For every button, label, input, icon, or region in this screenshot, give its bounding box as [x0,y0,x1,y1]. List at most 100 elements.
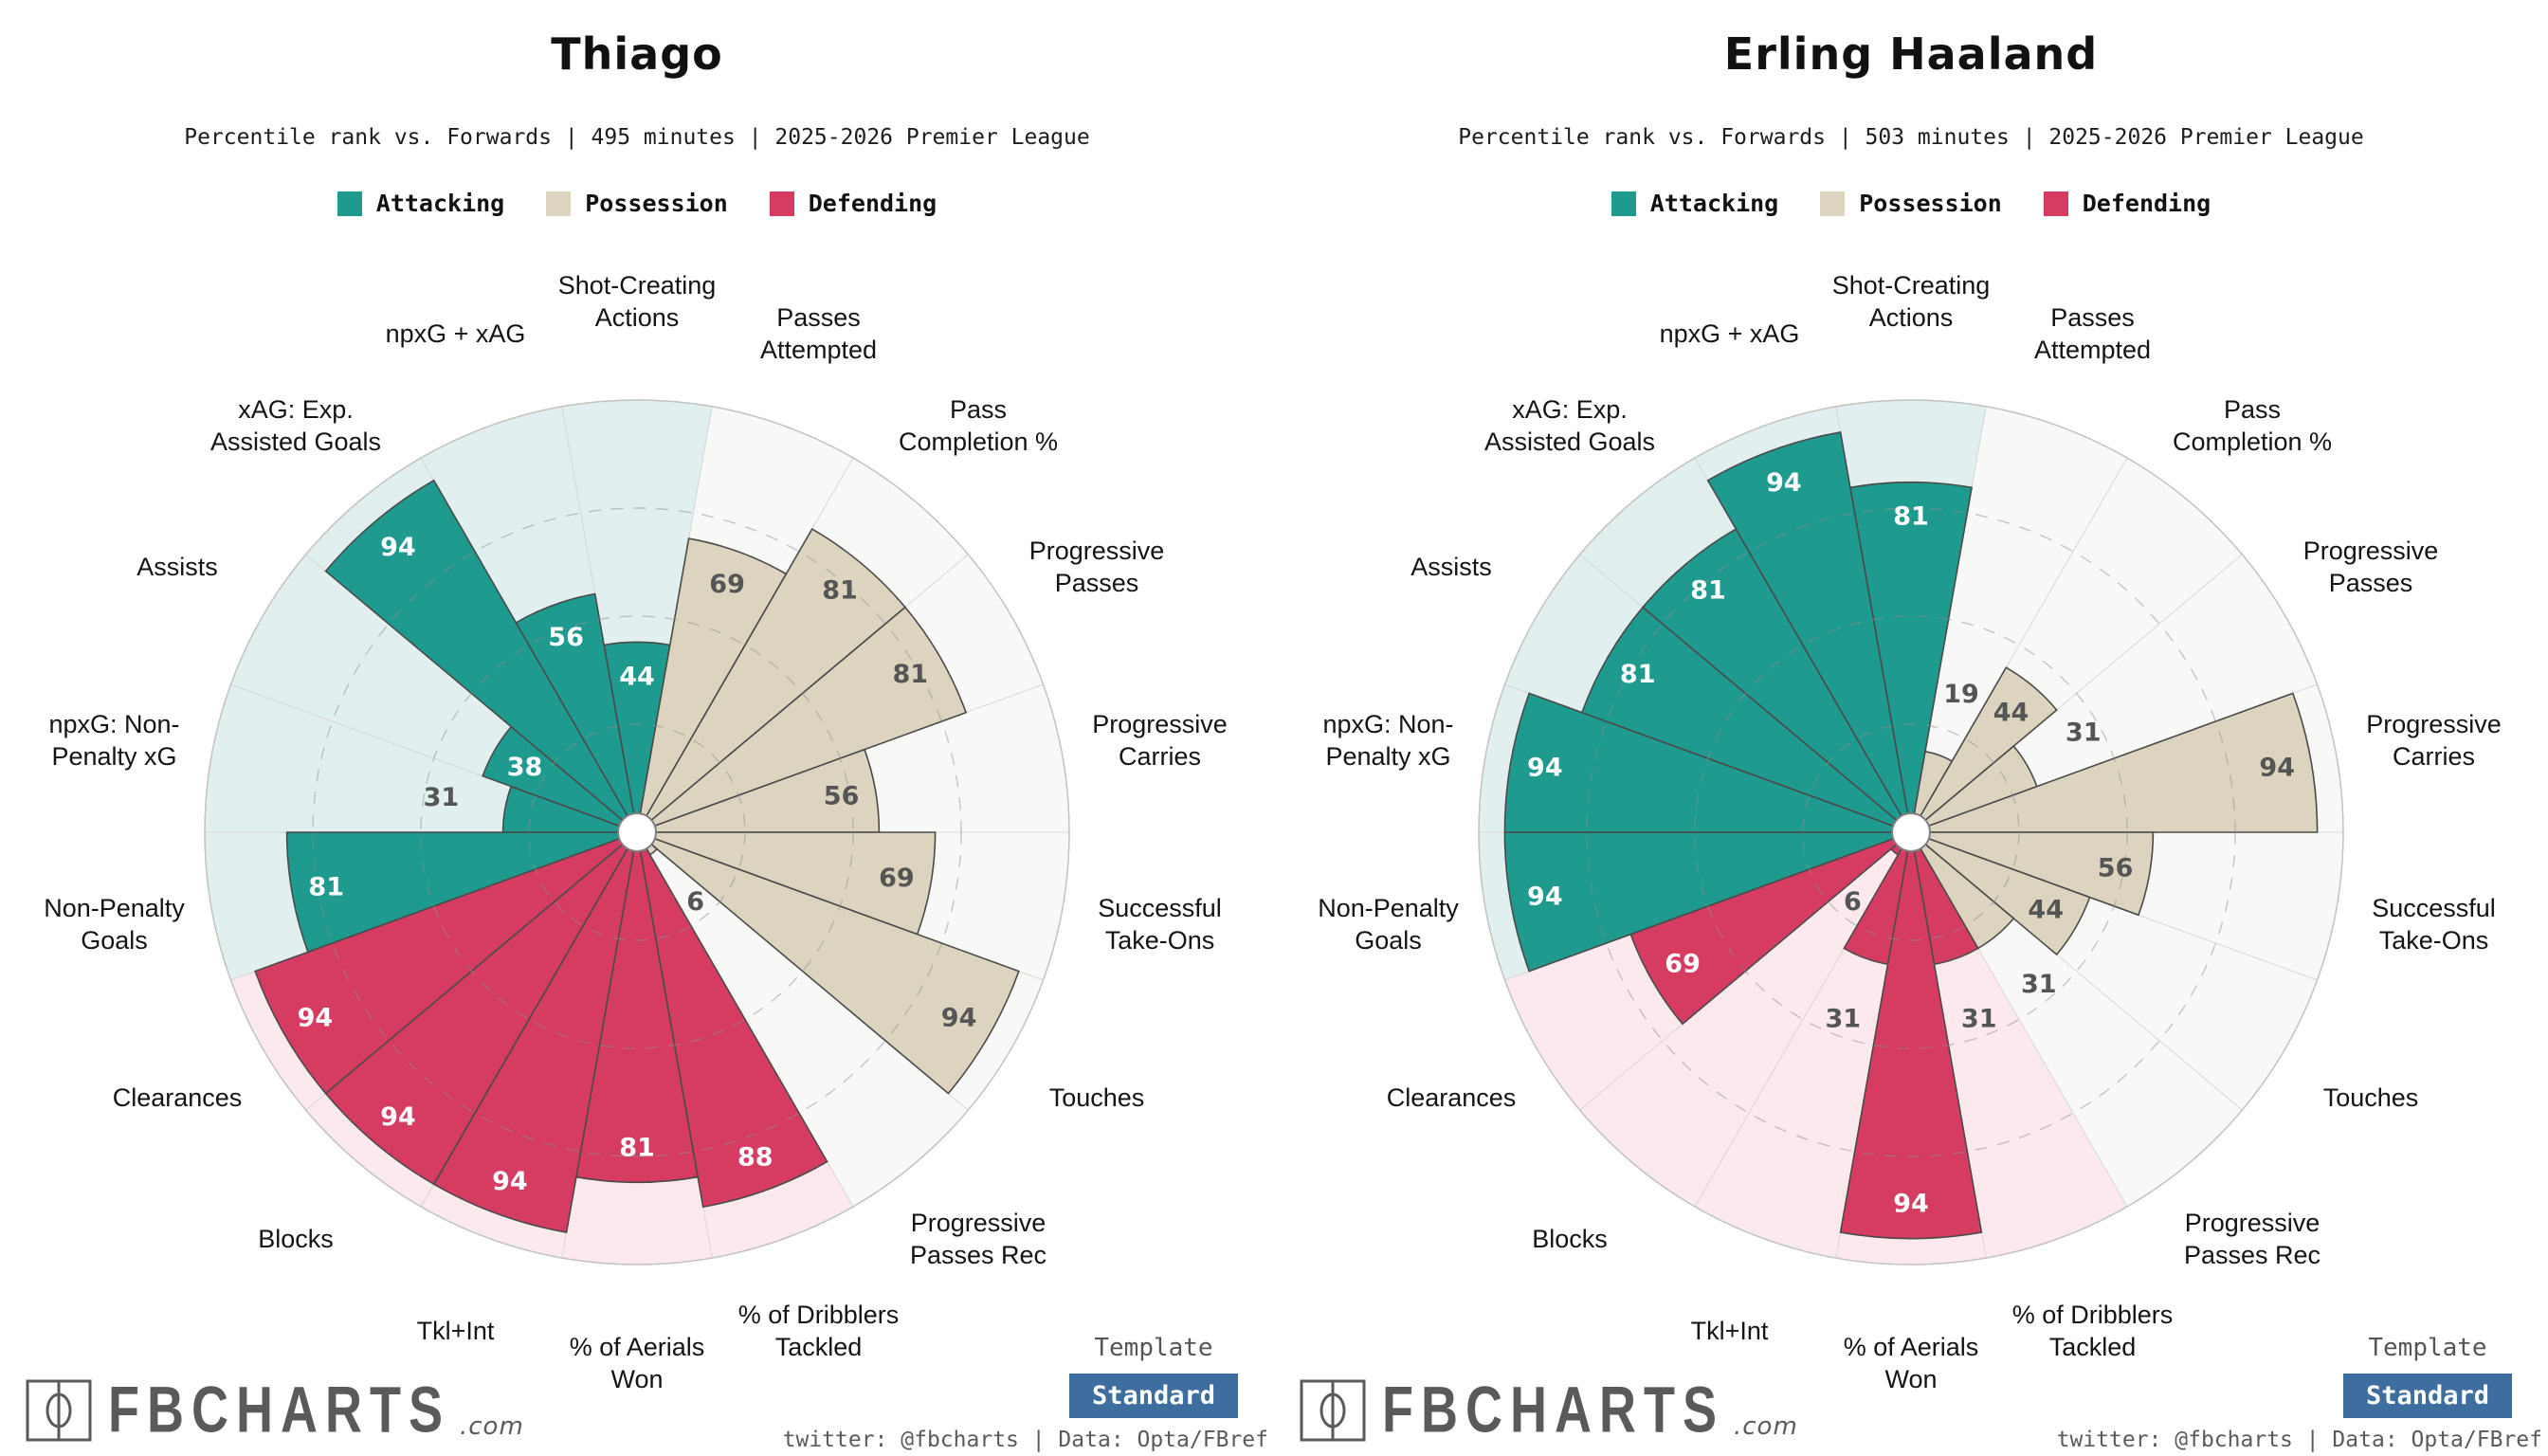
svg-text:94: 94 [2259,753,2295,782]
defending-swatch-icon [769,191,794,216]
legend-label: Possession [585,190,728,217]
svg-text:81: 81 [893,660,929,689]
footer-right: Template Standard twitter: @fbcharts | D… [783,1334,1268,1452]
footer-right: Template Standard twitter: @fbcharts | D… [2057,1334,2542,1452]
possession-swatch-icon [1820,191,1846,216]
svg-text:31: 31 [424,783,460,812]
attacking-swatch-icon [337,191,362,216]
template-standard-button[interactable]: Standard [2342,1374,2512,1418]
svg-text:81: 81 [822,576,858,606]
svg-text:94: 94 [298,1004,334,1033]
svg-text:69: 69 [879,864,915,893]
pitch-icon [26,1379,92,1442]
template-selector: Template Standard [2342,1334,2512,1418]
pizza-chart: 44 69 81 81 56 69 94 6 88 81 94 94 94 81 31 38 94 56 Shot-… [0,265,1274,1441]
legend-item-attacking: Attacking [1611,190,1778,217]
template-selector: Template Standard [1068,1334,1238,1418]
svg-text:38: 38 [507,753,543,782]
defending-swatch-icon [2043,191,2068,216]
svg-text:Touches: Touches [1049,1083,1145,1112]
svg-text:88: 88 [737,1142,774,1172]
pitch-icon [1300,1379,1366,1442]
svg-text:81: 81 [308,872,344,901]
svg-text:Clearances: Clearances [1387,1083,1517,1112]
svg-text:94: 94 [492,1167,528,1196]
player-name-title: Thiago [551,28,723,80]
legend-label: Possession [1859,190,2002,217]
legend-label: Defending [2082,190,2211,217]
template-standard-button[interactable]: Standard [1068,1374,1238,1418]
svg-text:npxG: Non-Penalty xG: npxG: Non-Penalty xG [1322,710,1453,771]
legend-label: Defending [808,190,937,217]
svg-text:Assists: Assists [1410,553,1492,581]
svg-text:npxG: Non-Penalty xG: npxG: Non-Penalty xG [48,710,179,771]
svg-text:Blocks: Blocks [258,1225,334,1253]
svg-text:npxG + xAG: npxG + xAG [386,319,526,348]
svg-text:94: 94 [1893,1190,1929,1219]
template-label: Template [2368,1334,2487,1362]
svg-text:69: 69 [709,570,745,599]
svg-text:19: 19 [1943,680,1979,709]
legend-item-possession: Possession [546,190,728,217]
svg-text:xAG: Exp.Assisted Goals: xAG: Exp. Assisted Goals [210,395,381,456]
fbcharts-logo: FBCHARTS .com [1299,1374,1798,1447]
legend-item-attacking: Attacking [337,190,504,217]
svg-text:56: 56 [548,623,584,652]
svg-text:6: 6 [1844,887,1862,917]
legend: Attacking Possession Defending [0,190,1274,217]
svg-text:44: 44 [619,662,655,691]
svg-text:56: 56 [2098,854,2134,883]
svg-text:npxG + xAG: npxG + xAG [1660,319,1800,348]
logo-suffix: .com [1733,1412,1798,1441]
svg-text:44: 44 [1993,699,2029,728]
svg-text:31: 31 [2021,970,2057,999]
chart-subtitle: Percentile rank vs. Forwards | 503 minut… [1458,125,2364,150]
credit-line: twitter: @fbcharts | Data: Opta/FBref [2056,1428,2542,1452]
svg-text:94: 94 [1527,753,1563,782]
svg-text:81: 81 [1620,660,1656,689]
svg-text:31: 31 [2066,719,2102,748]
pizza-chart: 81 19 44 31 94 56 44 31 31 94 31 6 69 94 94 81 81 94 Shot-… [1274,265,2548,1441]
possession-swatch-icon [546,191,572,216]
svg-text:94: 94 [380,1102,416,1132]
svg-text:94: 94 [1527,883,1563,912]
player-panel-right: Erling Haaland Percentile rank vs. Forwa… [1274,0,2548,1456]
svg-text:Blocks: Blocks [1532,1225,1608,1253]
credit-line: twitter: @fbcharts | Data: Opta/FBref [782,1428,1268,1452]
svg-text:6: 6 [686,887,704,917]
player-panel-left: Thiago Percentile rank vs. Forwards | 49… [0,28,1274,1452]
svg-text:Assists: Assists [136,553,218,581]
legend-item-defending: Defending [769,190,937,217]
svg-text:Tkl+Int: Tkl+Int [417,1317,495,1345]
legend-item-possession: Possession [1820,190,2002,217]
template-label: Template [1094,1334,1213,1362]
svg-text:Tkl+Int: Tkl+Int [1691,1317,1769,1345]
svg-text:xAG: Exp.Assisted Goals: xAG: Exp. Assisted Goals [1484,395,1655,456]
logo-text: FBCHARTS [108,1374,450,1447]
svg-text:31: 31 [1961,1005,1997,1034]
svg-text:Touches: Touches [2323,1083,2419,1112]
logo-text: FBCHARTS [1382,1374,1724,1447]
svg-text:44: 44 [2028,896,2064,925]
legend: Attacking Possession Defending [1274,190,2548,217]
legend-label: Attacking [1649,190,1779,217]
player-name-title: Erling Haaland [1723,28,2099,80]
logo-suffix: .com [459,1412,524,1441]
legend-item-defending: Defending [2043,190,2211,217]
